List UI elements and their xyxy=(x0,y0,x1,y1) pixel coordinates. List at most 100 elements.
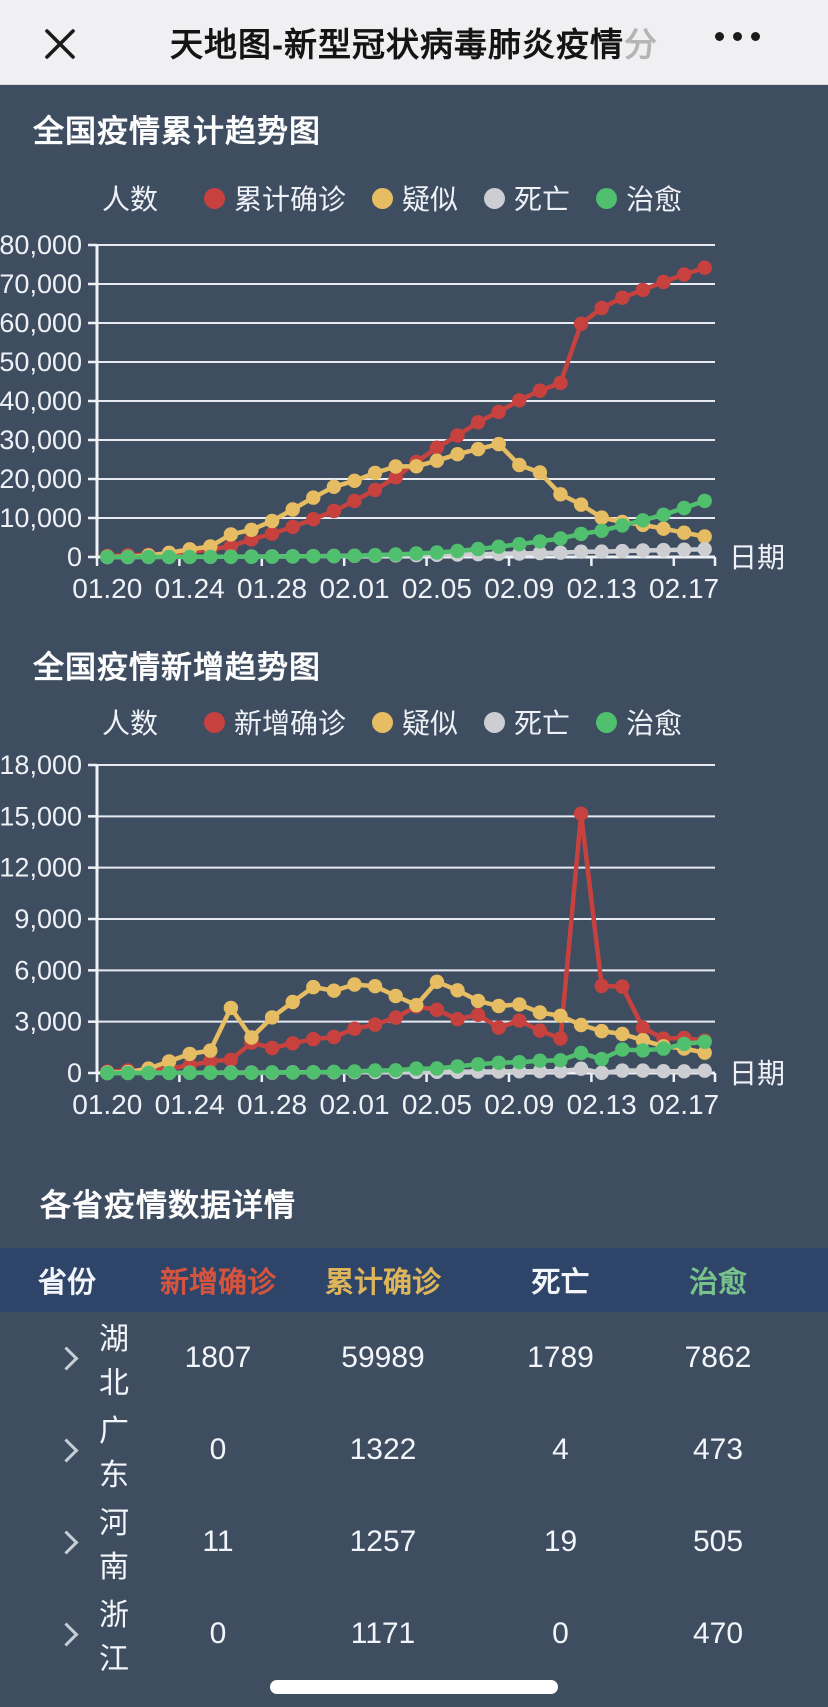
svg-text:10,000: 10,000 xyxy=(0,503,82,533)
legend-label: 死亡 xyxy=(514,184,571,215)
svg-text:01.24: 01.24 xyxy=(155,573,225,604)
legend-label: 累计确诊 xyxy=(234,184,347,215)
legend-label: 新增确诊 xyxy=(234,708,347,739)
province-table: 湖北 1807 59989 1789 7862 广东 0 1322 4 473 河南 11 1257 19… xyxy=(0,1312,828,1680)
ellipsis-icon xyxy=(715,32,724,41)
svg-text:18,000: 18,000 xyxy=(0,750,82,780)
cell-deaths: 1789 xyxy=(527,1341,594,1374)
expand-chevron-icon[interactable] xyxy=(54,1529,79,1555)
table-row[interactable]: 湖北 1807 59989 1789 7862 xyxy=(0,1312,828,1404)
svg-text:02.09: 02.09 xyxy=(484,573,554,604)
legend-dot-new-suspected xyxy=(372,711,394,733)
svg-text:15,000: 15,000 xyxy=(0,801,82,831)
svg-text:02.05: 02.05 xyxy=(402,573,472,604)
legend-item-deaths[interactable]: 死亡 xyxy=(484,178,570,218)
legend-item-new-cured[interactable]: 治愈 xyxy=(596,702,682,742)
column-header-total_confirmed: 累计确诊 xyxy=(324,1267,441,1299)
province-name: 湖北 xyxy=(99,1323,129,1400)
cell-cured: 470 xyxy=(692,1617,744,1650)
svg-text:02.09: 02.09 xyxy=(484,1089,554,1120)
svg-text:3,000: 3,000 xyxy=(14,1007,82,1037)
legend-dot-new-cured xyxy=(596,711,618,733)
legend-item-new-confirmed[interactable]: 新增确诊 xyxy=(204,702,346,742)
svg-text:0: 0 xyxy=(67,1058,82,1088)
legend-dot-cured xyxy=(596,187,618,209)
page-title: 天地图-新型冠状病毒肺炎疫情分 xyxy=(170,18,658,66)
y-axis-unit-label: 人数 xyxy=(102,708,159,739)
daily-new-trend-chart: 0 3,000 6,000 9,000 12,000 15,000 18,000 01.20 0… xyxy=(0,750,785,1120)
column-header-province: 省份 xyxy=(38,1267,97,1299)
svg-text:6,000: 6,000 xyxy=(14,955,82,985)
svg-text:70,000: 70,000 xyxy=(0,269,82,299)
table-section-title: 各省疫情数据详情 xyxy=(40,1188,296,1223)
legend-label: 治愈 xyxy=(626,708,683,739)
chart-legend-daily-new: 人数 新增确诊 疑似 死亡 治愈 xyxy=(102,704,708,740)
more-menu-button[interactable] xyxy=(715,32,760,41)
svg-text:02.13: 02.13 xyxy=(567,573,637,604)
legend-dot-cumulative-confirmed xyxy=(204,187,226,209)
cell-total_confirmed: 1171 xyxy=(350,1617,416,1650)
svg-text:01.20: 01.20 xyxy=(72,1089,142,1120)
close-button[interactable] xyxy=(40,24,80,64)
svg-text:02.05: 02.05 xyxy=(402,1089,472,1120)
home-indicator[interactable] xyxy=(270,1680,558,1694)
province-name: 浙江 xyxy=(99,1599,129,1676)
legend-label: 死亡 xyxy=(514,708,571,739)
cell-province: 河南 xyxy=(38,1498,148,1586)
cell-province: 湖北 xyxy=(38,1314,148,1402)
page-title-text: 天地图-新型冠状病毒肺炎疫情 xyxy=(170,26,624,63)
svg-text:02.17: 02.17 xyxy=(649,1089,719,1120)
chart-title-daily-new: 全国疫情新增趋势图 xyxy=(33,650,321,685)
cell-new_confirmed: 0 xyxy=(209,1617,227,1650)
svg-text:01.20: 01.20 xyxy=(72,573,142,604)
expand-chevron-icon[interactable] xyxy=(54,1621,79,1647)
svg-text:01.28: 01.28 xyxy=(237,573,307,604)
table-row[interactable]: 浙江 0 1171 0 470 xyxy=(0,1588,828,1680)
province-name: 广东 xyxy=(99,1415,129,1492)
legend-item-cumulative-confirmed[interactable]: 累计确诊 xyxy=(204,178,346,218)
province-name: 河南 xyxy=(99,1507,129,1584)
legend-item-suspected[interactable]: 疑似 xyxy=(372,178,458,218)
y-axis-unit-label: 人数 xyxy=(102,184,159,215)
legend-item-new-suspected[interactable]: 疑似 xyxy=(372,702,458,742)
cell-deaths: 4 xyxy=(552,1433,569,1466)
cell-cured: 505 xyxy=(692,1525,744,1558)
cell-total_confirmed: 1257 xyxy=(349,1525,417,1558)
table-row[interactable]: 河南 11 1257 19 505 xyxy=(0,1496,828,1588)
svg-text:20,000: 20,000 xyxy=(0,464,82,494)
svg-text:40,000: 40,000 xyxy=(0,386,82,416)
cell-deaths: 0 xyxy=(552,1617,569,1650)
expand-chevron-icon[interactable] xyxy=(54,1345,79,1371)
cell-total_confirmed: 59989 xyxy=(341,1341,425,1374)
cell-deaths: 19 xyxy=(543,1525,578,1558)
expand-chevron-icon[interactable] xyxy=(54,1437,79,1463)
svg-text:01.28: 01.28 xyxy=(237,1089,307,1120)
close-icon xyxy=(45,29,75,59)
legend-item-new-deaths[interactable]: 死亡 xyxy=(484,702,570,742)
legend-dot-deaths xyxy=(484,187,506,209)
legend-dot-new-confirmed xyxy=(204,711,226,733)
column-header-new_confirmed: 新增确诊 xyxy=(159,1267,276,1299)
cell-total_confirmed: 1322 xyxy=(349,1433,417,1466)
navbar: 天地图-新型冠状病毒肺炎疫情分 xyxy=(0,0,828,85)
cumulative-trend-chart: 0 10,000 20,000 30,000 40,000 50,000 60,000 70,… xyxy=(0,230,785,604)
svg-text:50,000: 50,000 xyxy=(0,347,82,377)
svg-text:30,000: 30,000 xyxy=(0,425,82,455)
legend-dot-new-deaths xyxy=(484,711,506,733)
svg-text:02.01: 02.01 xyxy=(319,1089,389,1120)
legend-item-cured[interactable]: 治愈 xyxy=(596,178,682,218)
svg-text:9,000: 9,000 xyxy=(14,904,82,934)
svg-text:80,000: 80,000 xyxy=(0,230,82,260)
table-header-row: 省份 新增确诊 累计确诊 死亡 治愈 xyxy=(0,1248,828,1312)
column-header-deaths: 死亡 xyxy=(531,1267,590,1299)
chart-title-cumulative: 全国疫情累计趋势图 xyxy=(33,114,321,149)
svg-text:60,000: 60,000 xyxy=(0,308,82,338)
cell-new_confirmed: 1807 xyxy=(184,1341,252,1374)
legend-label: 疑似 xyxy=(402,184,459,215)
cell-province: 浙江 xyxy=(38,1590,148,1678)
svg-text:02.01: 02.01 xyxy=(319,573,389,604)
cell-province: 广东 xyxy=(38,1406,148,1494)
chart-legend-cumulative: 人数 累计确诊 疑似 死亡 治愈 xyxy=(102,180,708,216)
table-row[interactable]: 广东 0 1322 4 473 xyxy=(0,1404,828,1496)
